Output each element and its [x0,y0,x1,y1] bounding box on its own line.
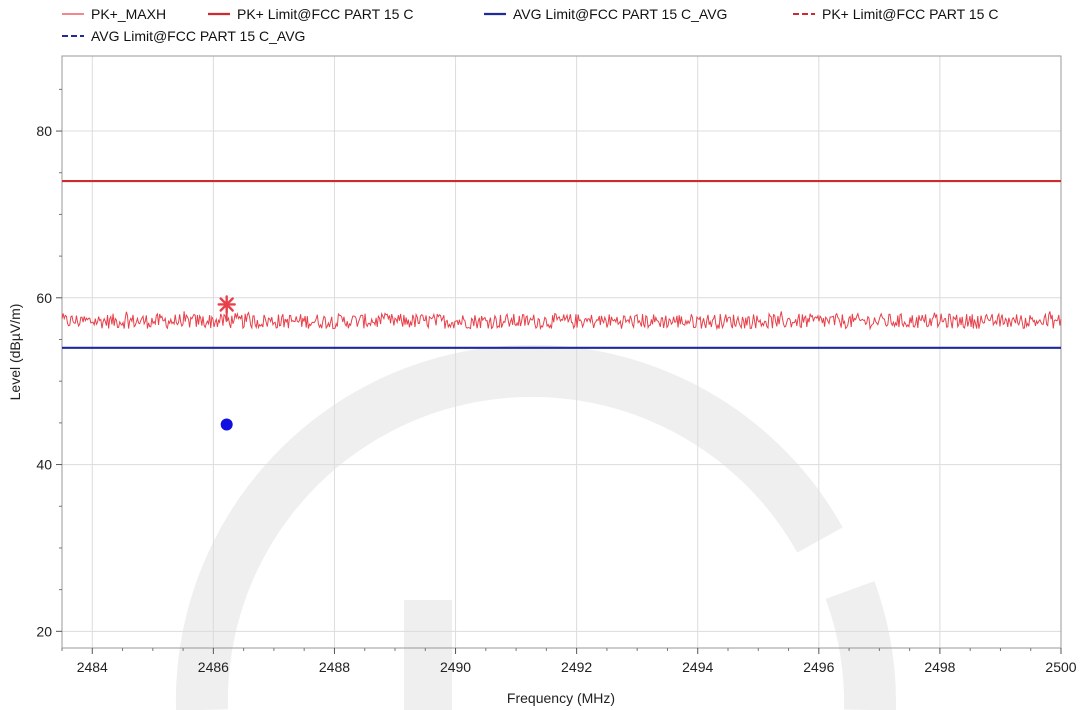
legend-label: AVG Limit@FCC PART 15 C_AVG [91,28,306,44]
average-dot-marker [220,418,233,431]
x-tick-label: 2488 [319,659,350,675]
legend-label: PK+ Limit@FCC PART 15 C [822,6,999,22]
x-tick-label: 2500 [1045,659,1076,675]
y-tick-label: 60 [36,290,52,306]
axis-tick-labels: 2484 2486 2488 2490 2492 2494 2496 2498 2500 20 40… [36,123,1076,675]
legend-item-pk-maxh: PK+_MAXH [62,6,166,22]
x-axis-label: Frequency (MHz) [507,690,615,706]
y-tick-label: 20 [36,623,52,639]
y-tick-label: 40 [36,457,52,473]
x-tick-label: 2494 [682,659,713,675]
axis-ticks [56,88,1062,654]
watermark-logo [175,344,897,710]
x-tick-label: 2486 [198,659,229,675]
x-tick-label: 2490 [440,659,471,675]
x-tick-label: 2496 [803,659,834,675]
legend-label: AVG Limit@FCC PART 15 C_AVG [513,6,728,22]
legend-label: PK+ Limit@FCC PART 15 C [237,6,414,22]
x-tick-label: 2484 [77,659,108,675]
legend-swatch-blue-icon [484,12,506,16]
legend-swatch-thin-red-icon [62,13,84,15]
plot-area-border [61,55,1062,649]
legend-label: PK+_MAXH [91,6,167,22]
legend-swatch-red-icon [208,12,230,16]
legend-item-avg-limit: AVG Limit@FCC PART 15 C_AVG [484,6,727,22]
y-tick-label: 80 [36,123,52,139]
data-series [61,179,1062,349]
legend-item-pk-limit-dashed: PK+ Limit@FCC PART 15 C [793,6,998,22]
chart-legend: PK+_MAXH PK+ Limit@FCC PART 15 C AVG Lim… [0,0,1083,52]
pk-maxh-trace [61,311,1062,331]
legend-item-avg-limit-dashed: AVG Limit@FCC PART 15 C_AVG [62,28,305,44]
star-stroke [219,297,234,312]
x-tick-label: 2498 [924,659,955,675]
x-tick-label: 2492 [561,659,592,675]
data-markers [217,295,236,431]
legend-swatch-red-dashed-icon [793,13,815,15]
legend-item-pk-limit: PK+ Limit@FCC PART 15 C [208,6,413,22]
legend-swatch-blue-dashed-icon [62,35,84,37]
peak-star-marker [217,295,236,314]
y-axis-label: Level (dBµV/m) [7,304,23,401]
